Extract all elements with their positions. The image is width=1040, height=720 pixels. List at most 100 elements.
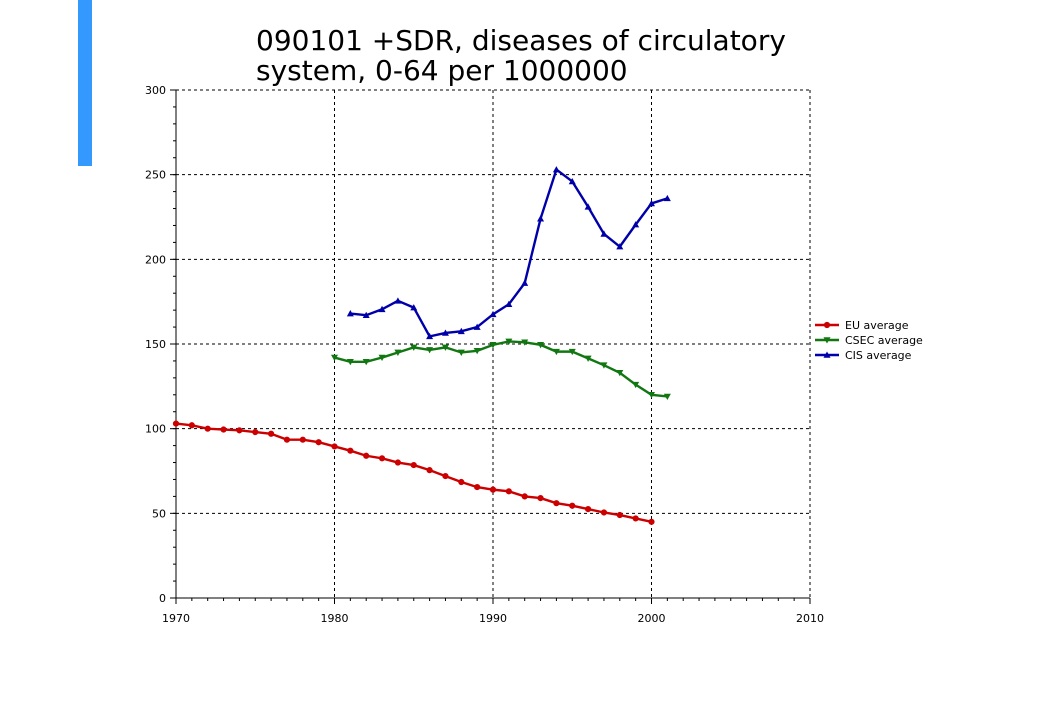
- data-point-csec-average: [663, 393, 671, 400]
- data-point-csec-average: [616, 369, 624, 377]
- data-point-cis-average: [600, 230, 608, 237]
- data-point-eu-average: [268, 430, 275, 437]
- data-point-eu-average: [585, 506, 592, 513]
- data-point-eu-average: [283, 436, 291, 443]
- data-point-eu-average: [521, 493, 528, 500]
- data-point-csec-average: [505, 338, 513, 345]
- x-tick-label: 2010: [796, 612, 824, 625]
- data-point-csec-average: [537, 342, 545, 349]
- data-point-eu-average: [410, 461, 417, 469]
- data-point-cis-average: [489, 310, 497, 318]
- data-point-eu-average: [553, 500, 560, 507]
- legend-label-cis-average: CIS average: [845, 349, 912, 362]
- x-tick-label: 2000: [638, 612, 666, 625]
- data-point-csec-average: [584, 355, 592, 362]
- chart-title: 090101 +SDR, diseases of circulatory sys…: [256, 26, 786, 86]
- legend-marker-cis-average: [823, 351, 831, 358]
- data-point-csec-average: [632, 381, 640, 389]
- data-point-eu-average: [188, 422, 195, 429]
- data-point-cis-average: [346, 310, 354, 317]
- data-point-eu-average: [600, 509, 608, 516]
- data-point-csec-average: [552, 348, 560, 356]
- x-tick-label: 1970: [162, 612, 190, 625]
- data-point-csec-average: [648, 392, 655, 399]
- data-point-eu-average: [632, 515, 639, 522]
- data-point-eu-average: [569, 502, 576, 509]
- data-point-csec-average: [489, 342, 497, 349]
- data-point-eu-average: [394, 459, 401, 466]
- data-point-eu-average: [252, 428, 259, 436]
- data-point-eu-average: [331, 443, 338, 450]
- data-point-cis-average: [616, 243, 624, 250]
- y-tick-label: 150: [145, 338, 166, 351]
- x-tick-label: 1990: [479, 612, 507, 625]
- y-tick-label: 300: [145, 84, 166, 97]
- data-point-cis-average: [632, 221, 640, 228]
- data-point-cis-average: [473, 323, 481, 330]
- y-tick-label: 200: [145, 253, 166, 266]
- data-point-cis-average: [521, 279, 529, 286]
- data-point-cis-average: [426, 332, 434, 340]
- legend-marker-csec-average: [823, 337, 831, 344]
- data-point-cis-average: [663, 194, 671, 202]
- data-point-cis-average: [648, 199, 655, 207]
- chart-title-line-2: system, 0-64 per 1000000: [256, 54, 628, 87]
- series-line-csec-average: [334, 340, 668, 398]
- data-point-csec-average: [362, 358, 370, 366]
- data-point-eu-average: [505, 488, 512, 495]
- data-point-cis-average: [537, 215, 545, 222]
- data-point-csec-average: [331, 354, 338, 362]
- data-point-cis-average: [394, 297, 402, 304]
- y-tick-label: 100: [145, 423, 166, 436]
- data-point-eu-average: [236, 427, 243, 434]
- accent-bar: [78, 0, 92, 166]
- chart-title-line-1: 090101 +SDR, diseases of circulatory: [256, 24, 786, 57]
- data-point-cis-average: [441, 329, 449, 336]
- series-line-eu-average: [175, 422, 652, 523]
- data-point-eu-average: [363, 452, 370, 459]
- data-point-eu-average: [299, 436, 306, 443]
- data-point-eu-average: [458, 478, 465, 486]
- legend-marker-eu-average: [823, 321, 831, 329]
- x-tick-label: 1980: [321, 612, 349, 625]
- data-point-csec-average: [521, 339, 529, 346]
- data-point-cis-average: [552, 166, 560, 173]
- data-point-eu-average: [426, 467, 433, 474]
- data-point-csec-average: [600, 362, 608, 369]
- data-point-eu-average: [172, 420, 180, 427]
- data-point-eu-average: [347, 447, 354, 454]
- data-point-csec-average: [426, 347, 434, 354]
- y-tick-label: 0: [159, 592, 166, 605]
- data-point-eu-average: [378, 455, 386, 462]
- data-point-cis-average: [457, 327, 465, 335]
- y-tick-label: 250: [145, 169, 166, 182]
- data-point-csec-average: [473, 347, 481, 355]
- data-point-cis-average: [568, 177, 576, 185]
- legend-label-eu-average: EU average: [845, 319, 909, 332]
- legend-label-csec-average: CSEC average: [845, 334, 923, 347]
- series-line-cis-average: [350, 167, 668, 338]
- data-point-eu-average: [204, 425, 211, 432]
- data-point-cis-average: [584, 203, 592, 210]
- data-point-eu-average: [220, 426, 227, 433]
- data-point-csec-average: [394, 349, 402, 356]
- data-point-csec-average: [346, 358, 354, 366]
- y-tick-label: 50: [152, 507, 166, 520]
- data-point-cis-average: [410, 304, 418, 311]
- data-point-eu-average: [537, 494, 544, 502]
- data-point-cis-average: [505, 300, 513, 308]
- data-point-eu-average: [616, 511, 623, 519]
- data-point-eu-average: [315, 439, 322, 446]
- data-point-csec-average: [457, 349, 465, 356]
- data-point-csec-average: [441, 344, 449, 351]
- data-point-csec-average: [410, 344, 418, 351]
- data-point-cis-average: [362, 311, 370, 319]
- data-point-cis-average: [378, 305, 386, 313]
- data-point-csec-average: [568, 348, 576, 356]
- data-point-eu-average: [442, 472, 449, 480]
- data-point-eu-average: [474, 483, 481, 491]
- data-point-eu-average: [648, 518, 655, 525]
- data-point-eu-average: [489, 486, 497, 493]
- data-point-csec-average: [378, 354, 386, 362]
